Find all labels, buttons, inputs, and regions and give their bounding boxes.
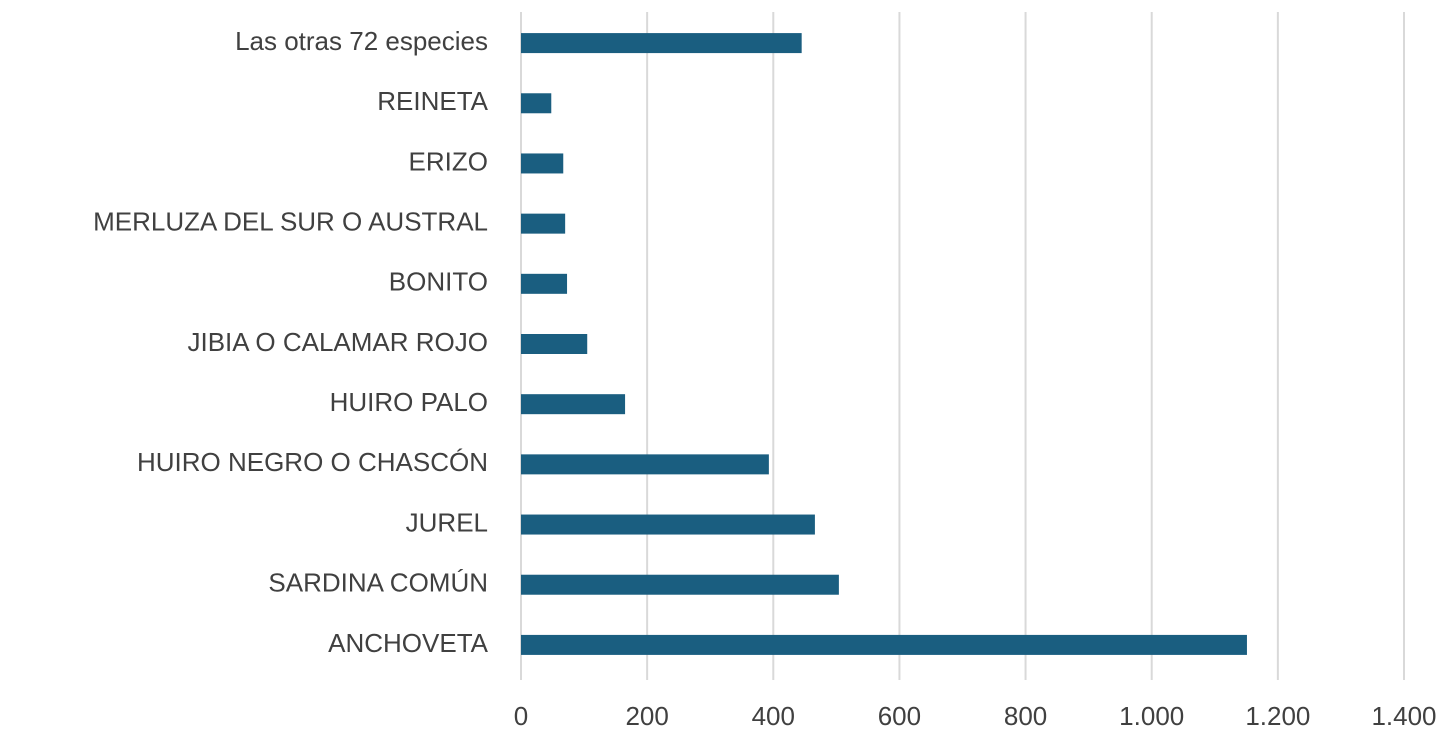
bar: [521, 514, 815, 535]
bar: [521, 213, 566, 234]
bar: [521, 334, 588, 354]
y-tick-label: HUIRO NEGRO O CHASCÓN: [137, 447, 488, 477]
y-tick-label: ERIZO: [409, 146, 488, 176]
y-tick-label: MERLUZA DEL SUR O AUSTRAL: [93, 207, 488, 237]
y-tick-label: REINETA: [377, 86, 488, 116]
bar: [521, 273, 568, 294]
y-tick-label: ANCHOVETA: [328, 628, 489, 658]
y-tick-label: BONITO: [389, 267, 488, 297]
bar: [521, 574, 839, 595]
y-tick-label: HUIRO PALO: [330, 387, 488, 417]
y-tick-label: JUREL: [406, 507, 488, 537]
x-tick-label: 600: [878, 701, 921, 730]
x-tick-label: 200: [625, 701, 668, 730]
bar: [521, 33, 802, 54]
x-tick-label: 0: [514, 701, 528, 730]
x-tick-label: 1.000: [1119, 701, 1184, 730]
y-tick-label: JIBIA O CALAMAR ROJO: [187, 327, 488, 357]
bar: [521, 93, 552, 114]
bar: [521, 394, 626, 415]
bar: [521, 634, 1247, 655]
x-tick-label: 1.200: [1245, 701, 1310, 730]
y-tick-label: SARDINA COMÚN: [268, 568, 488, 598]
x-tick-label: 400: [752, 701, 795, 730]
x-tick-label: 1.400: [1371, 701, 1436, 730]
y-tick-label: Las otras 72 especies: [235, 26, 488, 56]
bar: [521, 454, 769, 475]
bar: [521, 153, 564, 174]
x-tick-label: 800: [1004, 701, 1047, 730]
